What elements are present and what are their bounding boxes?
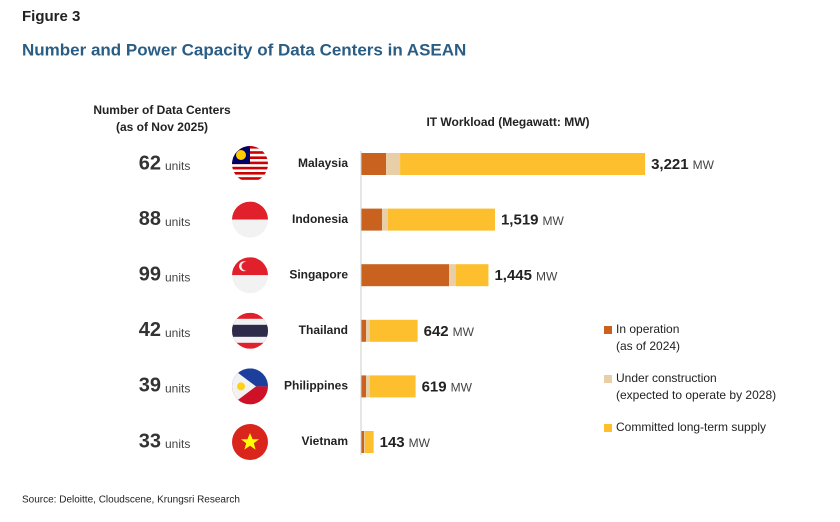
bar-segment [400,153,646,175]
bar-segment [386,153,401,175]
bar-segment [363,431,365,453]
total-unit: MW [536,269,558,283]
flag [232,424,268,460]
total-label: 1,445 [494,267,532,284]
count-header: Number of Data Centers [93,103,231,117]
bar-segment [387,208,495,231]
flag [232,368,268,405]
flag [232,312,268,349]
category-label: Vietnam [302,434,348,448]
count-unit: units [165,215,190,229]
total-unit: MW [451,381,473,395]
flag [232,257,268,294]
bar-segment [361,264,450,287]
count-value: 62 [139,152,161,174]
source: Source: Deloitte, Cloudscene, Krungsri R… [22,495,240,506]
category-label: Indonesia [292,212,348,226]
count-unit: units [165,382,190,396]
count-unit: units [165,270,190,284]
count-unit: units [165,159,190,173]
bar-segment [361,319,367,342]
total-label: 143 [380,434,405,451]
count-value: 33 [139,430,161,452]
total-unit: MW [409,436,431,450]
flag-part [236,150,246,160]
flag-part [232,172,268,175]
count-unit: units [165,326,190,340]
total-label: 619 [422,378,447,395]
category-label: Philippines [284,379,348,393]
flag-part [237,382,245,391]
bar-segment [369,319,418,342]
flag-part [232,166,268,170]
flag-part [232,219,268,238]
flag-part [232,275,268,294]
total-label: 642 [424,323,449,340]
category-label: Malaysia [298,156,348,170]
total-unit: MW [453,325,475,339]
value-header: IT Workload (Megawatt: MW) [426,115,589,129]
flag-part [232,324,268,337]
bar-segment [361,153,387,175]
count-header: (as of Nov 2025) [116,120,208,134]
legend-label: Under construction [616,371,717,385]
flag [232,146,268,180]
legend-label: (as of 2024) [616,339,680,353]
legend-swatch [604,424,612,432]
bar-segment [366,375,370,398]
bar-segment [364,431,374,453]
flag-part [232,177,268,180]
count-value: 42 [139,319,161,341]
legend-label: (expected to operate by 2028) [616,388,776,402]
legend-swatch [604,375,612,383]
count-unit: units [165,437,190,451]
figure-label: Figure 3 [22,8,80,25]
bar-segment [366,319,370,342]
count-value: 88 [139,208,161,230]
total-label: 1,519 [501,212,539,229]
total-unit: MW [543,214,565,228]
bar-segment [455,264,489,287]
total-unit: MW [693,158,715,172]
flag [232,201,268,238]
category-label: Thailand [299,323,348,337]
flag-part [241,433,259,450]
category-label: Singapore [289,267,348,281]
flag-part [232,201,268,220]
chart-title: Number and Power Capacity of Data Center… [22,40,466,59]
bar-segment [449,264,456,287]
bar-segment [381,208,388,231]
legend-label: In operation [616,322,679,336]
count-value: 99 [139,263,161,285]
bar-segment [361,431,364,453]
legend-label: Committed long-term supply [616,420,766,434]
flag-part [241,261,251,271]
bar-segment [369,375,416,398]
legend-swatch [604,326,612,334]
bar-segment [361,375,367,398]
count-value: 39 [139,375,161,397]
bar-segment [361,208,382,231]
total-label: 3,221 [651,156,689,173]
